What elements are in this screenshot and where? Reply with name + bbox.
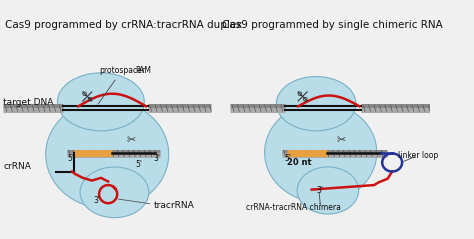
Text: ✂: ✂	[337, 136, 346, 146]
Text: ✂: ✂	[126, 136, 136, 146]
Ellipse shape	[276, 76, 356, 131]
Text: 3': 3'	[316, 186, 323, 195]
Text: 5': 5'	[135, 160, 142, 169]
Text: 20 nt: 20 nt	[287, 158, 312, 167]
Text: protospacer: protospacer	[98, 66, 145, 104]
Text: target DNA: target DNA	[3, 98, 54, 107]
Text: crRNA: crRNA	[3, 163, 31, 172]
Ellipse shape	[80, 167, 149, 218]
Text: Cas9 programmed by crRNA:tracrRNA duplex: Cas9 programmed by crRNA:tracrRNA duplex	[5, 20, 242, 30]
Ellipse shape	[264, 103, 377, 202]
Text: crRNA-tracrRNA chimera: crRNA-tracrRNA chimera	[246, 203, 341, 212]
Text: 3': 3'	[94, 196, 100, 205]
Text: 5': 5'	[67, 154, 74, 163]
Ellipse shape	[46, 100, 169, 209]
Text: 3': 3'	[154, 154, 161, 163]
Text: linker loop: linker loop	[398, 151, 438, 161]
Ellipse shape	[57, 73, 144, 131]
Text: 5': 5'	[284, 154, 292, 163]
Text: Cas9 programmed by single chimeric RNA: Cas9 programmed by single chimeric RNA	[222, 20, 443, 30]
Text: tracrRNA: tracrRNA	[154, 201, 194, 210]
Ellipse shape	[297, 167, 359, 214]
Text: PAM: PAM	[135, 66, 151, 75]
